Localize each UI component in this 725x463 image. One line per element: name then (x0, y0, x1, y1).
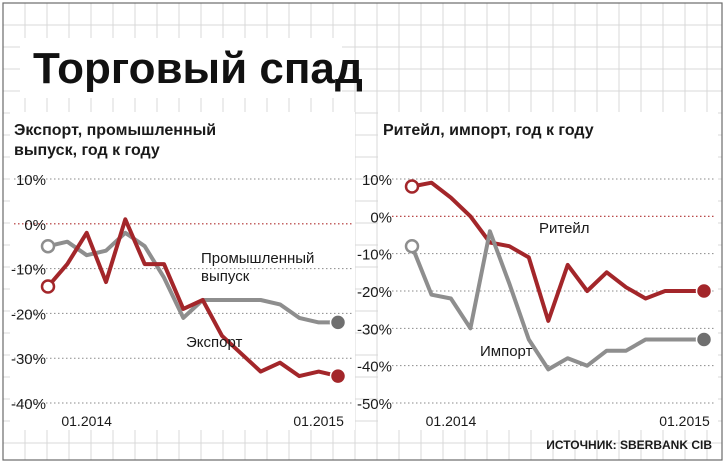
figure-title: Торговый спад (33, 44, 363, 93)
series-label: Промышленный выпуск (201, 250, 319, 285)
series-start-marker (40, 238, 56, 254)
left-chart: 10% 0% -10% -20% -30% -40% 01.2014 01.2015 Промы… (11, 172, 352, 429)
series-start-marker (40, 279, 56, 294)
right-chart-title: Ритейл, импорт, год к году (383, 122, 594, 139)
y-tick-label: -10% (11, 262, 46, 279)
series-line-red (410, 180, 706, 323)
y-tick-label: -20% (357, 284, 392, 301)
y-tick-label: -40% (357, 359, 392, 376)
y-tick-label: 0% (370, 209, 392, 226)
x-tick-label: 01.2014 (61, 413, 112, 429)
series-end-marker (329, 367, 347, 385)
series-end-marker (695, 282, 713, 300)
series-line-gray (410, 229, 706, 372)
series-end-marker (329, 314, 347, 331)
y-tick-label: -30% (11, 351, 46, 368)
y-tick-label: -20% (11, 306, 46, 323)
y-tick-label: -30% (357, 321, 392, 338)
left-chart-title-line1: Экспорт, промышленный (14, 122, 216, 139)
left-chart-title: Экспорт, промышленный выпуск, год к году (14, 122, 221, 159)
series-label: Экспорт (186, 334, 242, 351)
source-credit: ИСТОЧНИК: SBERBANK CIB (546, 438, 712, 452)
series-end-marker (695, 331, 713, 348)
series-label: Ритейл (539, 220, 590, 237)
series-start-marker (404, 238, 420, 254)
x-tick-label: 01.2014 (426, 413, 477, 429)
right-chart: 10% 0% -10% -20% -30% -40% -50% 01.2014 01.2015 Р… (357, 172, 716, 429)
series-line-red (46, 217, 340, 379)
series-label: Импорт (480, 343, 533, 360)
x-tick-label: 01.2015 (659, 413, 710, 429)
right-panel (378, 112, 718, 430)
x-tick-label: 01.2015 (293, 413, 344, 429)
y-tick-label: -10% (357, 247, 392, 264)
y-tick-label: 10% (362, 172, 392, 189)
y-tick-label: -50% (357, 396, 392, 413)
title-box (20, 38, 342, 98)
series-start-marker (404, 179, 420, 194)
y-tick-label: 10% (16, 172, 46, 189)
y-tick-label: 0% (24, 217, 46, 234)
y-tick-label: -40% (11, 396, 46, 413)
left-chart-title-line2: выпуск, год к году (14, 142, 160, 159)
